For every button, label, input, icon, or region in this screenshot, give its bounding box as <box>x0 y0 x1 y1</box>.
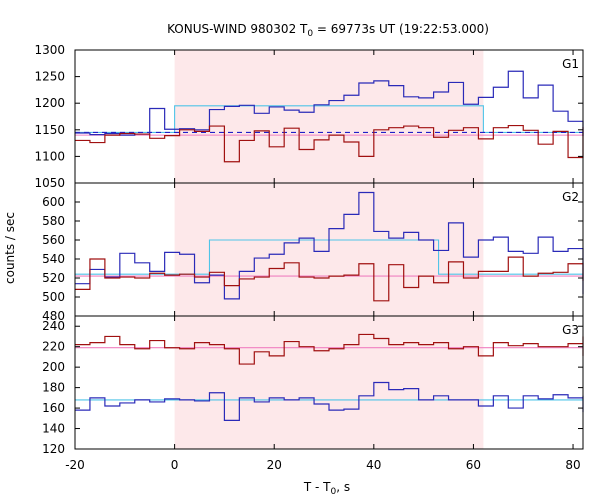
panel-label-G2: G2 <box>562 190 579 204</box>
y-tick-label: 560 <box>42 233 65 247</box>
y-tick-label: 480 <box>42 309 65 323</box>
series-blue-G1 <box>75 70 584 137</box>
y-tick-label: 1100 <box>34 149 65 163</box>
panel-label-G1: G1 <box>562 57 579 71</box>
chart-title-subscript: 0 <box>307 29 313 39</box>
series-red-G2 <box>75 256 584 302</box>
y-tick-label: 200 <box>42 360 65 374</box>
y-tick-label: 220 <box>42 340 65 354</box>
y-axis-label: counts / sec <box>3 212 17 284</box>
series-blue-G3 <box>75 381 584 421</box>
shaded-interval <box>174 50 484 183</box>
y-tick-label: 140 <box>42 422 65 436</box>
x-tick-label: 20 <box>267 458 282 472</box>
x-tick-label: 40 <box>366 458 381 472</box>
y-tick-label: 1150 <box>34 123 65 137</box>
series-red-G3 <box>75 333 584 365</box>
x-tick-label: 0 <box>171 458 179 472</box>
series-blue-G2 <box>75 191 584 300</box>
y-tick-label: 600 <box>42 195 65 209</box>
series-red-G1 <box>75 124 584 163</box>
plot-area: 105011001150120012501300G148050052054056… <box>34 43 584 472</box>
chart-title-rest: = 69773s UT (19:22:53.000) <box>313 22 489 36</box>
y-tick-label: 500 <box>42 290 65 304</box>
panel-label-G3: G3 <box>562 323 579 337</box>
x-tick-label: -20 <box>65 458 85 472</box>
y-tick-label: 1250 <box>34 70 65 84</box>
y-tick-label: 580 <box>42 214 65 228</box>
y-tick-label: 1200 <box>34 96 65 110</box>
chart-title-main: KONUS-WIND 980302 T <box>167 22 308 36</box>
y-tick-label: 180 <box>42 381 65 395</box>
y-tick-label: 240 <box>42 319 65 333</box>
x-axis-label: T - T0, s <box>303 480 350 497</box>
x-axis-label-subscript: 0 <box>331 487 337 497</box>
y-tick-label: 1300 <box>34 43 65 57</box>
y-tick-label: 520 <box>42 271 65 285</box>
x-axis-label-main: T - T <box>303 480 331 494</box>
y-tick-label: 1050 <box>34 176 65 190</box>
y-tick-label: 120 <box>42 442 65 456</box>
shaded-interval <box>174 316 484 449</box>
chart-title: KONUS-WIND 980302 T0 = 69773s UT (19:22:… <box>167 22 489 39</box>
y-tick-label: 540 <box>42 252 65 266</box>
x-axis-label-rest: , s <box>336 480 350 494</box>
y-tick-label: 160 <box>42 401 65 415</box>
x-tick-label: 80 <box>565 458 580 472</box>
x-tick-label: 60 <box>466 458 481 472</box>
panel-frame-G3 <box>74 315 584 450</box>
